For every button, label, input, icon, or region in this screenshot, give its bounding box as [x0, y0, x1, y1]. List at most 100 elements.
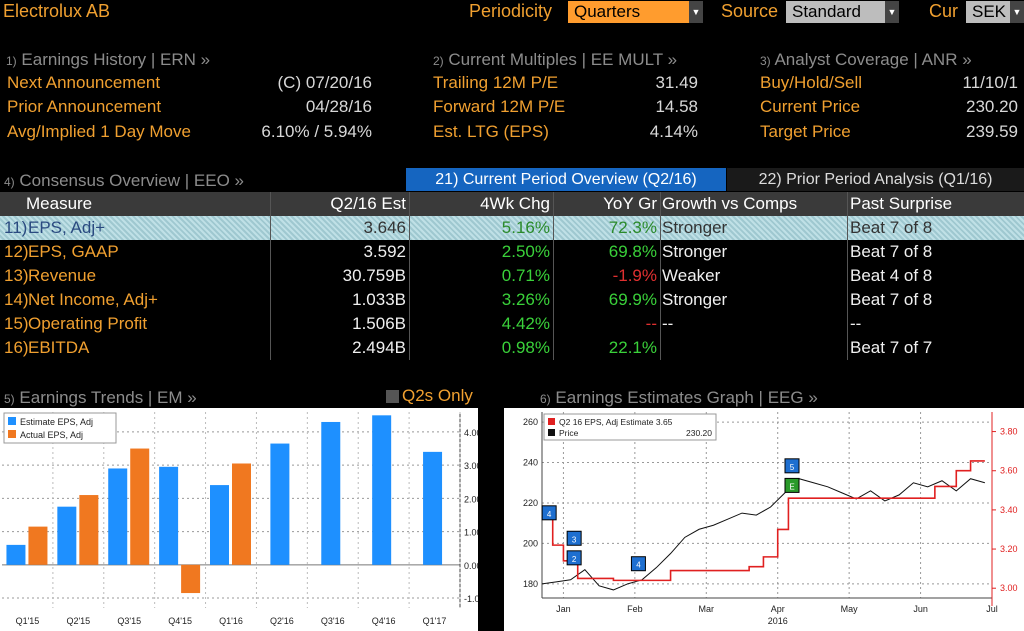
estimate-bar [6, 544, 26, 565]
row-yoy-gr: 72.3% [608, 218, 657, 237]
event-marker-label: 4 [547, 510, 552, 519]
row-number: 11) [4, 218, 28, 237]
x-tick-label: Q4'16 [372, 616, 396, 626]
x-tick-label: Jan [556, 604, 571, 614]
row-4wk-chg: 3.26% [501, 290, 550, 309]
row-yoy-gr: 69.9% [608, 290, 657, 309]
earnings-graph-link[interactable]: 6) Earnings Estimates Graph | EEG » [540, 388, 818, 407]
consensus-overview-link[interactable]: 4) Consensus Overview | EEO » [4, 171, 244, 190]
event-marker[interactable]: 4 [541, 505, 557, 521]
chart-legend: Estimate EPS, Adj Actual EPS, Adj [3, 412, 117, 444]
estimate-line [542, 460, 985, 582]
earnings-trends-chart: -1.00 0.00 1.00 2.00 3.00 4.00 Q1'15 Q2'15 Q3'15… [0, 408, 478, 631]
legend-swatch [548, 429, 555, 436]
earnings-history-section: 1) Earnings History | ERN » [6, 50, 406, 70]
y-tick-label: 3.00 [464, 461, 478, 471]
table-divider [409, 192, 410, 360]
table-row[interactable]: 11) EPS, Adj+ 3.646 5.16% 72.3% Stronger Beat … [0, 216, 1024, 240]
table-row[interactable]: 15) Operating Profit 1.506B 4.42% -- -- -- [0, 312, 1024, 336]
right-y-tick-label: 3.40 [1000, 505, 1018, 515]
row-4wk-chg: 0.98% [501, 338, 550, 357]
x-tick-label: May [841, 604, 859, 614]
source-label: Source [721, 1, 779, 21]
buy-hold-sell-value: 11/10/1 [962, 73, 1018, 92]
current-price-value: 230.20 [966, 97, 1018, 116]
est-ltg-value: 4.14% [649, 122, 698, 141]
row-estimate: 1.033B [352, 290, 406, 309]
tab-prior-period[interactable]: 22) Prior Period Analysis (Q1/16) [727, 168, 1024, 191]
chevron-down-icon[interactable]: ▼ [1010, 1, 1024, 23]
actual-bar [79, 495, 99, 565]
row-growth-vs-comps: Weaker [662, 266, 721, 285]
table-row[interactable]: 13) Revenue 30.759B 0.71% -1.9% Weaker Beat 4 … [0, 264, 1024, 288]
earnings-history-link[interactable]: 1) Earnings History | ERN » [6, 50, 211, 69]
estimate-bar [159, 466, 179, 565]
row-measure: EBITDA [28, 338, 90, 357]
x-tick-label: Jul [986, 604, 998, 614]
legend-swatch [8, 417, 16, 425]
est-ltg-label: Est. LTG (EPS) [433, 122, 549, 141]
event-marker-box [784, 458, 800, 474]
source-select[interactable]: Standard [786, 1, 885, 23]
event-marker[interactable]: 3 [566, 530, 582, 546]
row-estimate: 30.759B [342, 266, 406, 285]
event-marker-label: 5 [790, 463, 795, 472]
y-tick-label: 1.00 [464, 528, 478, 538]
estimate-bar [270, 443, 290, 565]
q2s-only-checkbox[interactable] [386, 390, 399, 403]
periodicity-select[interactable]: Quarters [568, 1, 689, 23]
row-4wk-chg: 2.50% [501, 242, 550, 261]
event-marker-label: 2 [572, 555, 577, 564]
event-marker-box [566, 530, 582, 546]
table-row[interactable]: 16) EBITDA 2.494B 0.98% 22.1% Beat 7 of 7 [0, 336, 1024, 360]
x-tick-label: Q2'16 [270, 616, 294, 626]
row-past-surprise: Beat 4 of 8 [850, 266, 933, 285]
x-tick-label: Jun [913, 604, 928, 614]
tab-current-period[interactable]: 21) Current Period Overview (Q2/16) [406, 168, 726, 191]
table-divider [660, 192, 661, 360]
col-past-surprise: Past Surprise [850, 194, 953, 213]
x-tick-label: Mar [699, 604, 715, 614]
periodicity-label: Periodicity [469, 1, 553, 21]
x-tick-label: Q1'17 [423, 616, 447, 626]
row-past-surprise: Beat 7 of 8 [850, 290, 933, 309]
estimate-bar [57, 506, 77, 565]
row-number: 13) [4, 266, 29, 285]
row-past-surprise: Beat 7 of 7 [850, 338, 933, 357]
event-marker[interactable]: 5 [784, 458, 800, 474]
target-price-label: Target Price [760, 122, 851, 141]
row-yoy-gr: 69.8% [608, 242, 657, 261]
row-growth-vs-comps: -- [662, 314, 674, 333]
event-marker-label: 3 [572, 535, 577, 544]
earnings-trends-link[interactable]: 5) Earnings Trends | EM » [4, 388, 197, 407]
analyst-coverage-link[interactable]: 3) Analyst Coverage | ANR » [760, 50, 972, 69]
current-price-label: Current Price [760, 97, 861, 116]
row-estimate: 1.506B [352, 314, 406, 333]
table-row[interactable]: 14) Net Income, Adj+ 1.033B 3.26% 69.9% Stron… [0, 288, 1024, 312]
estimate-bar [210, 485, 229, 565]
prior-announcement-value: 04/28/16 [305, 97, 372, 116]
event-marker[interactable]: E [784, 477, 800, 493]
row-growth-vs-comps: Stronger [662, 290, 728, 309]
event-marker[interactable]: 4 [630, 556, 646, 572]
table-row[interactable]: 12) EPS, GAAP 3.592 2.50% 69.8% Stronger Beat … [0, 240, 1024, 264]
estimate-bar [108, 468, 128, 565]
left-y-tick-label: 180 [523, 579, 538, 589]
price-line [541, 478, 985, 591]
event-marker[interactable]: 2 [566, 550, 582, 566]
next-announcement-value: (C) 07/20/16 [277, 73, 373, 92]
legend-label: Q2 16 EPS, Adj Estimate 3.65 [559, 417, 673, 427]
avg-implied-move-value: 6.10% / 5.94% [261, 122, 372, 141]
row-past-surprise: -- [850, 314, 862, 333]
table-divider [270, 192, 271, 360]
current-multiples-link[interactable]: 2) Current Multiples | EE MULT » [433, 50, 678, 69]
x-tick-label: Q1'15 [16, 616, 40, 626]
currency-select[interactable]: SEK [966, 1, 1010, 23]
col-yoy-gr: YoY Gr [603, 194, 657, 213]
chevron-down-icon[interactable]: ▼ [689, 1, 703, 23]
chevron-down-icon[interactable]: ▼ [885, 1, 899, 23]
row-past-surprise: Beat 7 of 8 [850, 242, 933, 261]
event-marker-box [541, 505, 557, 521]
right-y-tick-label: 3.60 [1000, 466, 1018, 476]
